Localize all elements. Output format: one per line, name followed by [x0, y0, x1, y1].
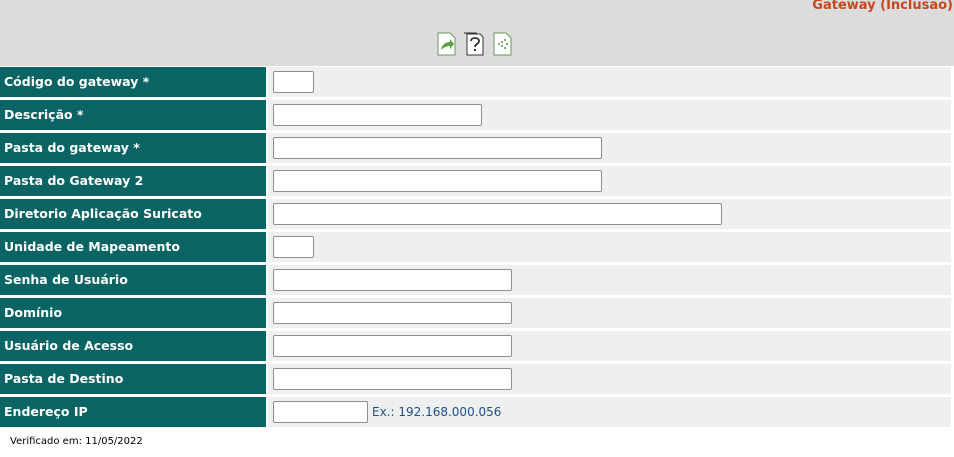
field-cell: [268, 331, 951, 361]
header-bar: Gateway (Inclusão): [0, 0, 954, 66]
text-input[interactable]: [273, 71, 314, 93]
field-cell: [268, 232, 951, 262]
field-label: Senha de Usuário: [0, 265, 266, 295]
text-input[interactable]: [273, 104, 482, 126]
toolbar: [435, 32, 513, 56]
text-input[interactable]: [273, 137, 602, 159]
field-cell: Ex.: 192.168.000.056: [268, 397, 951, 427]
save-icon[interactable]: [435, 32, 457, 56]
field-label: Usuário de Acesso: [0, 331, 266, 361]
field-label: Endereço IP: [0, 397, 266, 427]
field-label: Descrição *: [0, 100, 266, 130]
form-row: Diretorio Aplicação Suricato: [0, 199, 952, 229]
text-input[interactable]: [273, 269, 512, 291]
field-cell: [268, 364, 951, 394]
field-cell: [268, 265, 951, 295]
page-title: Gateway (Inclusão): [812, 0, 953, 13]
field-cell: [268, 100, 951, 130]
clear-icon[interactable]: [491, 32, 513, 56]
text-input[interactable]: [273, 302, 512, 324]
field-label: Código do gateway *: [0, 67, 266, 97]
form-row: Pasta do Gateway 2: [0, 166, 952, 196]
form-row: Senha de Usuário: [0, 265, 952, 295]
text-input[interactable]: [273, 368, 512, 390]
form-row: Unidade de Mapeamento: [0, 232, 952, 262]
text-input[interactable]: [273, 236, 314, 258]
field-cell: [268, 133, 951, 163]
field-label: Unidade de Mapeamento: [0, 232, 266, 262]
form-row: Domínio: [0, 298, 952, 328]
field-cell: [268, 67, 951, 97]
form-row: Usuário de Acesso: [0, 331, 952, 361]
form-row: Código do gateway *: [0, 67, 952, 97]
field-cell: [268, 166, 951, 196]
field-label: Pasta do gateway *: [0, 133, 266, 163]
field-label: Domínio: [0, 298, 266, 328]
field-cell: [268, 298, 951, 328]
field-label: Pasta do Gateway 2: [0, 166, 266, 196]
field-cell: [268, 199, 951, 229]
text-input[interactable]: [273, 401, 368, 423]
field-hint: Ex.: 192.168.000.056: [372, 405, 502, 419]
text-input[interactable]: [273, 170, 602, 192]
form-row: Pasta de Destino: [0, 364, 952, 394]
text-input[interactable]: [273, 203, 722, 225]
field-label: Diretorio Aplicação Suricato: [0, 199, 266, 229]
text-input[interactable]: [273, 335, 512, 357]
field-label: Pasta de Destino: [0, 364, 266, 394]
form-row: Endereço IP Ex.: 192.168.000.056: [0, 397, 952, 427]
form-row: Pasta do gateway *: [0, 133, 952, 163]
help-icon[interactable]: [463, 32, 485, 56]
footer-text: Verificado em: 11/05/2022: [10, 436, 143, 447]
form-row: Descrição *: [0, 100, 952, 130]
